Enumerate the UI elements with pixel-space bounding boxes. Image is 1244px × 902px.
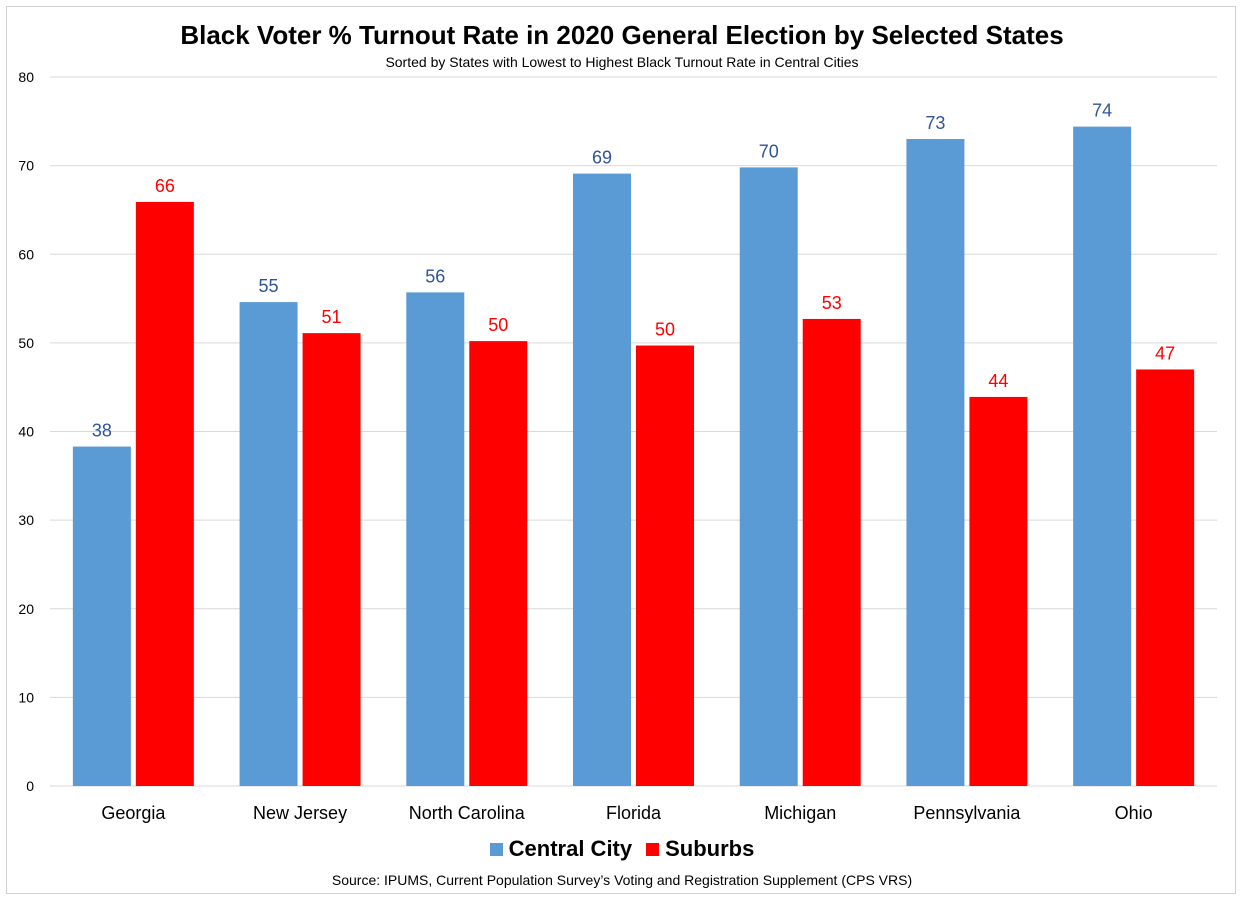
y-tick-label: 70	[18, 158, 34, 174]
y-tick-label: 80	[18, 69, 34, 85]
x-tick-label: Florida	[606, 803, 662, 823]
bar-suburbs	[802, 318, 861, 786]
y-tick-label: 30	[18, 512, 34, 528]
bar-suburbs	[1136, 369, 1195, 786]
data-label: 38	[92, 421, 112, 441]
source-note: Source: IPUMS, Current Population Survey…	[331, 872, 913, 888]
data-label: 50	[488, 315, 508, 335]
bar-central-city	[406, 292, 465, 786]
y-tick-label: 50	[18, 335, 34, 351]
y-tick-label: 40	[18, 424, 34, 440]
data-label: 66	[155, 176, 175, 196]
data-label: 56	[425, 266, 445, 286]
bar-central-city	[906, 139, 965, 787]
y-tick-label: 0	[26, 778, 34, 794]
data-label: 74	[1092, 101, 1112, 121]
bar-central-city	[573, 173, 631, 786]
legend-item-central-city: Central City	[489, 836, 633, 862]
data-label: 55	[259, 276, 279, 296]
legend: Central City Suburbs	[0, 836, 1244, 862]
data-label: 53	[822, 293, 842, 313]
x-tick-label: Ohio	[1115, 803, 1153, 823]
chart-title: Black Voter % Turnout Rate in 2020 Gener…	[180, 20, 1064, 50]
legend-swatch-suburbs	[646, 842, 660, 856]
data-label: 47	[1155, 343, 1175, 363]
data-label: 69	[592, 148, 612, 168]
legend-label-central-city: Central City	[508, 836, 633, 861]
bar-central-city	[739, 167, 798, 786]
legend-item-suburbs: Suburbs	[646, 836, 754, 862]
x-tick-label: North Carolina	[409, 803, 526, 823]
x-tick-label: New Jersey	[253, 803, 347, 823]
data-label: 51	[322, 307, 342, 327]
y-tick-label: 60	[18, 246, 34, 262]
data-label: 73	[925, 113, 945, 133]
data-label: 44	[988, 371, 1008, 391]
data-label: 50	[655, 320, 675, 340]
x-tick-label: Michigan	[764, 803, 836, 823]
bar-central-city	[1073, 126, 1132, 786]
bar-suburbs	[302, 333, 361, 786]
y-tick-label: 10	[18, 689, 34, 705]
bar-suburbs	[135, 201, 194, 786]
bar-suburbs	[969, 396, 1028, 786]
x-tick-label: Pennsylvania	[913, 803, 1021, 823]
legend-swatch-central-city	[489, 842, 503, 856]
bar-central-city	[72, 446, 131, 786]
data-label: 70	[759, 141, 779, 161]
bar-suburbs	[636, 345, 694, 786]
y-tick-label: 20	[18, 601, 34, 617]
chart-subtitle: Sorted by States with Lowest to Highest …	[385, 54, 859, 70]
chart-frame	[6, 6, 1236, 894]
bar-suburbs	[469, 341, 528, 786]
x-tick-label: Georgia	[101, 803, 166, 823]
legend-label-suburbs: Suburbs	[665, 836, 755, 861]
bar-central-city	[239, 302, 298, 786]
